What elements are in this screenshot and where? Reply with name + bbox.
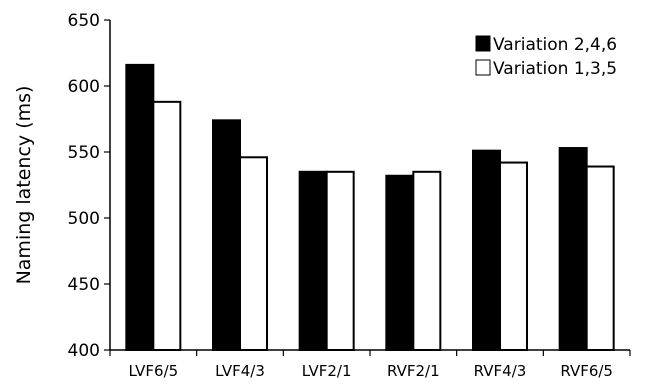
y-tick-label: 500: [68, 209, 100, 229]
x-category-label: RVF6/5: [560, 362, 613, 380]
bar-variation-246: [558, 147, 588, 351]
bar-variation-246: [125, 63, 155, 351]
legend-swatch: [475, 35, 491, 52]
bar-variation-135: [499, 161, 528, 351]
y-axis-title: Naming latency (ms): [13, 86, 35, 285]
bar-variation-135: [412, 170, 442, 351]
x-axis: LVF6/5 LVF4/3 LVF2/1 RVF2/1 RVF4/3 RVF6/5: [109, 349, 631, 380]
bar-variation-135: [152, 100, 182, 351]
y-tick-label: 600: [68, 77, 100, 97]
bar-variation-246: [298, 170, 328, 351]
bar-variation-246: [472, 149, 501, 351]
y-tick-label: 550: [68, 143, 100, 163]
bar-variation-135: [239, 156, 268, 351]
y-axis: 400 450 500 550 600 650: [68, 11, 111, 361]
x-category-label: RVF2/1: [387, 362, 440, 380]
x-category-label: LVF4/3: [215, 362, 265, 380]
bar-variation-135: [325, 170, 355, 351]
legend-label: Variation 1,3,5: [493, 59, 617, 79]
x-category-label: LVF2/1: [302, 362, 352, 380]
x-category-label: LVF6/5: [128, 362, 178, 380]
legend: Variation 2,4,6 Variation 1,3,5: [475, 35, 617, 79]
y-tick-label: 450: [68, 275, 100, 295]
legend-swatch: [475, 59, 491, 76]
bar-variation-246: [385, 174, 415, 351]
y-tick-label: 650: [68, 11, 100, 31]
x-category-label: RVF4/3: [474, 362, 527, 380]
bar-variation-135: [585, 165, 615, 351]
legend-label: Variation 2,4,6: [493, 35, 617, 55]
bars: [125, 63, 615, 351]
bar-variation-246: [212, 119, 241, 351]
y-tick-label: 400: [68, 341, 100, 361]
